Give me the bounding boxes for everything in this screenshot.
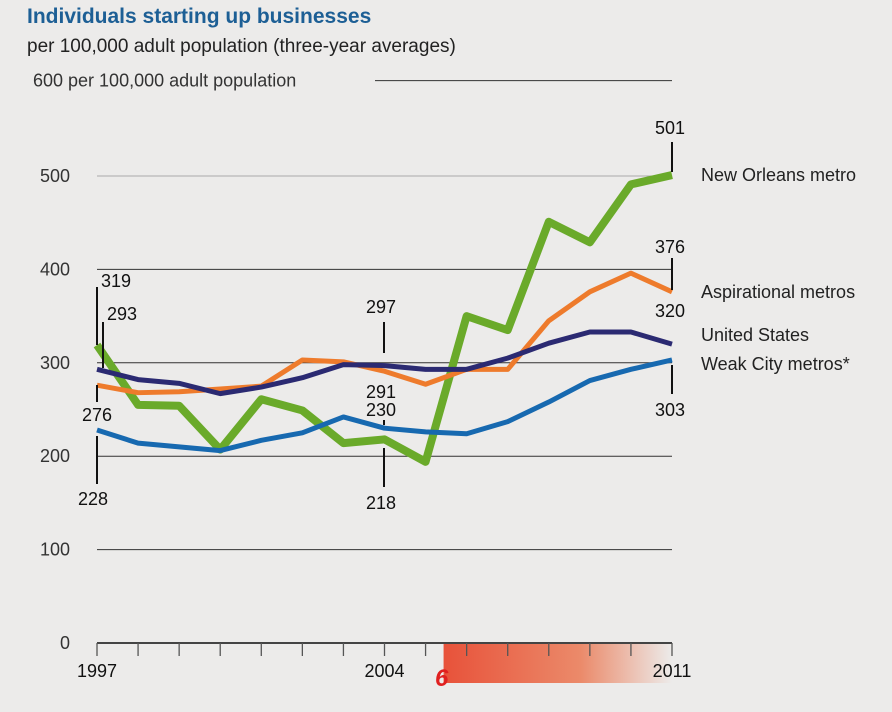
y-tick-label: 200 <box>40 446 70 466</box>
annotation-label: 501 <box>655 118 685 138</box>
annotation-label: 297 <box>366 297 396 317</box>
chart-title: Individuals starting up businesses <box>27 5 372 28</box>
annotation-label: 291 <box>366 382 396 402</box>
y-axis-label: 600 per 100,000 adult population <box>33 71 296 91</box>
y-tick-label: 100 <box>40 540 70 560</box>
chart-subtitle: per 100,000 adult population (three-year… <box>27 36 456 57</box>
series-label: New Orleans metro <box>701 165 856 185</box>
annotation-label: 320 <box>655 301 685 321</box>
y-tick-label: 300 <box>40 353 70 373</box>
annotation-label: 376 <box>655 237 685 257</box>
annotation-label: 218 <box>366 493 396 513</box>
y-tick-label: 0 <box>60 633 70 653</box>
hurricane-icon: 6 <box>435 665 449 692</box>
series-label: Weak City metros* <box>701 354 850 374</box>
annotation-label: 230 <box>366 400 396 420</box>
hurricane-period-band <box>443 643 672 683</box>
annotation-label: 303 <box>655 400 685 420</box>
y-tick-label: 500 <box>40 166 70 186</box>
annotation-label: 293 <box>107 304 137 324</box>
x-tick-label: 1997 <box>77 661 117 681</box>
series-label: Aspirational metros <box>701 282 855 302</box>
x-tick-label: 2011 <box>653 661 692 681</box>
annotation-label: 228 <box>78 489 108 509</box>
y-tick-label: 400 <box>40 259 70 279</box>
annotation-label: 276 <box>82 405 112 425</box>
annotation-label: 319 <box>101 271 131 291</box>
series-label: United States <box>701 325 809 345</box>
x-tick-label: 2004 <box>364 661 404 681</box>
